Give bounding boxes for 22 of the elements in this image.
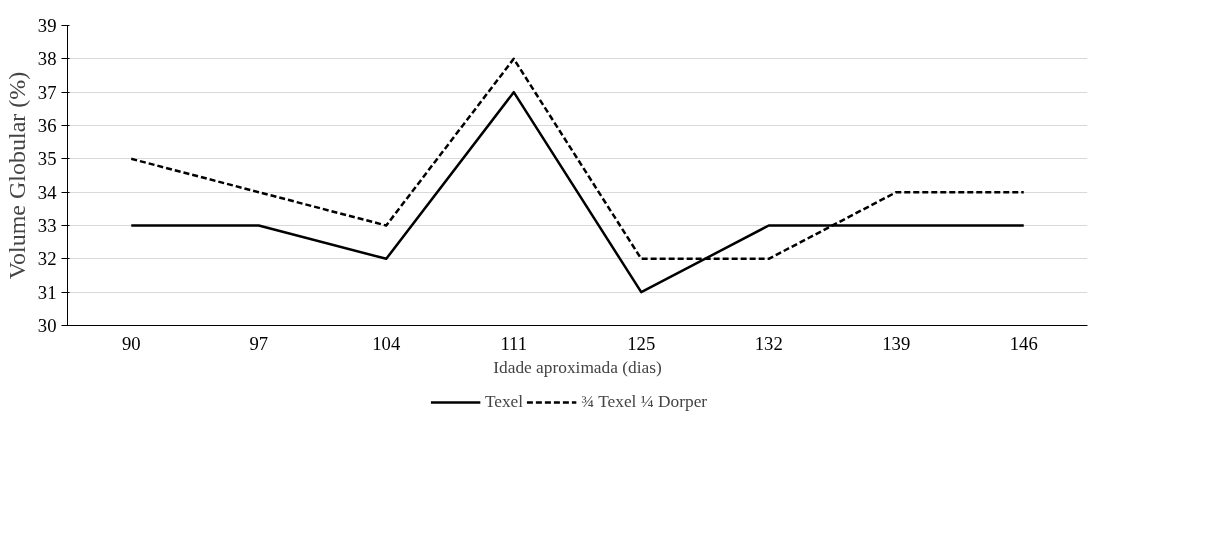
y-tick-label: 35 — [37, 148, 57, 170]
legend-label: ¾ Texel ¼ Dorper — [581, 391, 708, 412]
x-tick-label: 146 — [1009, 332, 1038, 354]
legend-label: Texel — [484, 391, 524, 412]
y-tick-label: 38 — [37, 48, 57, 70]
y-axis-title: Volume Globular (%) — [3, 71, 30, 280]
y-tick-label: 37 — [37, 81, 57, 103]
x-tick-label: 111 — [500, 332, 528, 354]
y-tick-label: 32 — [37, 248, 57, 270]
y-tick-label: 30 — [37, 315, 57, 336]
x-tick-label: 97 — [249, 332, 269, 354]
y-tick-label: 34 — [37, 181, 58, 203]
y-tick-label: 39 — [37, 15, 57, 36]
x-tick-label: 104 — [372, 332, 401, 354]
x-axis-title: Idade aproximada (dias) — [493, 357, 662, 377]
x-tick-label: 90 — [121, 332, 141, 354]
x-tick-label: 132 — [754, 332, 783, 354]
y-tick-label: 31 — [37, 281, 57, 303]
y-tick-label: 36 — [37, 115, 57, 136]
x-tick-label: 125 — [627, 332, 656, 354]
y-tick-label: 33 — [37, 215, 57, 236]
x-tick-label: 139 — [882, 332, 911, 354]
